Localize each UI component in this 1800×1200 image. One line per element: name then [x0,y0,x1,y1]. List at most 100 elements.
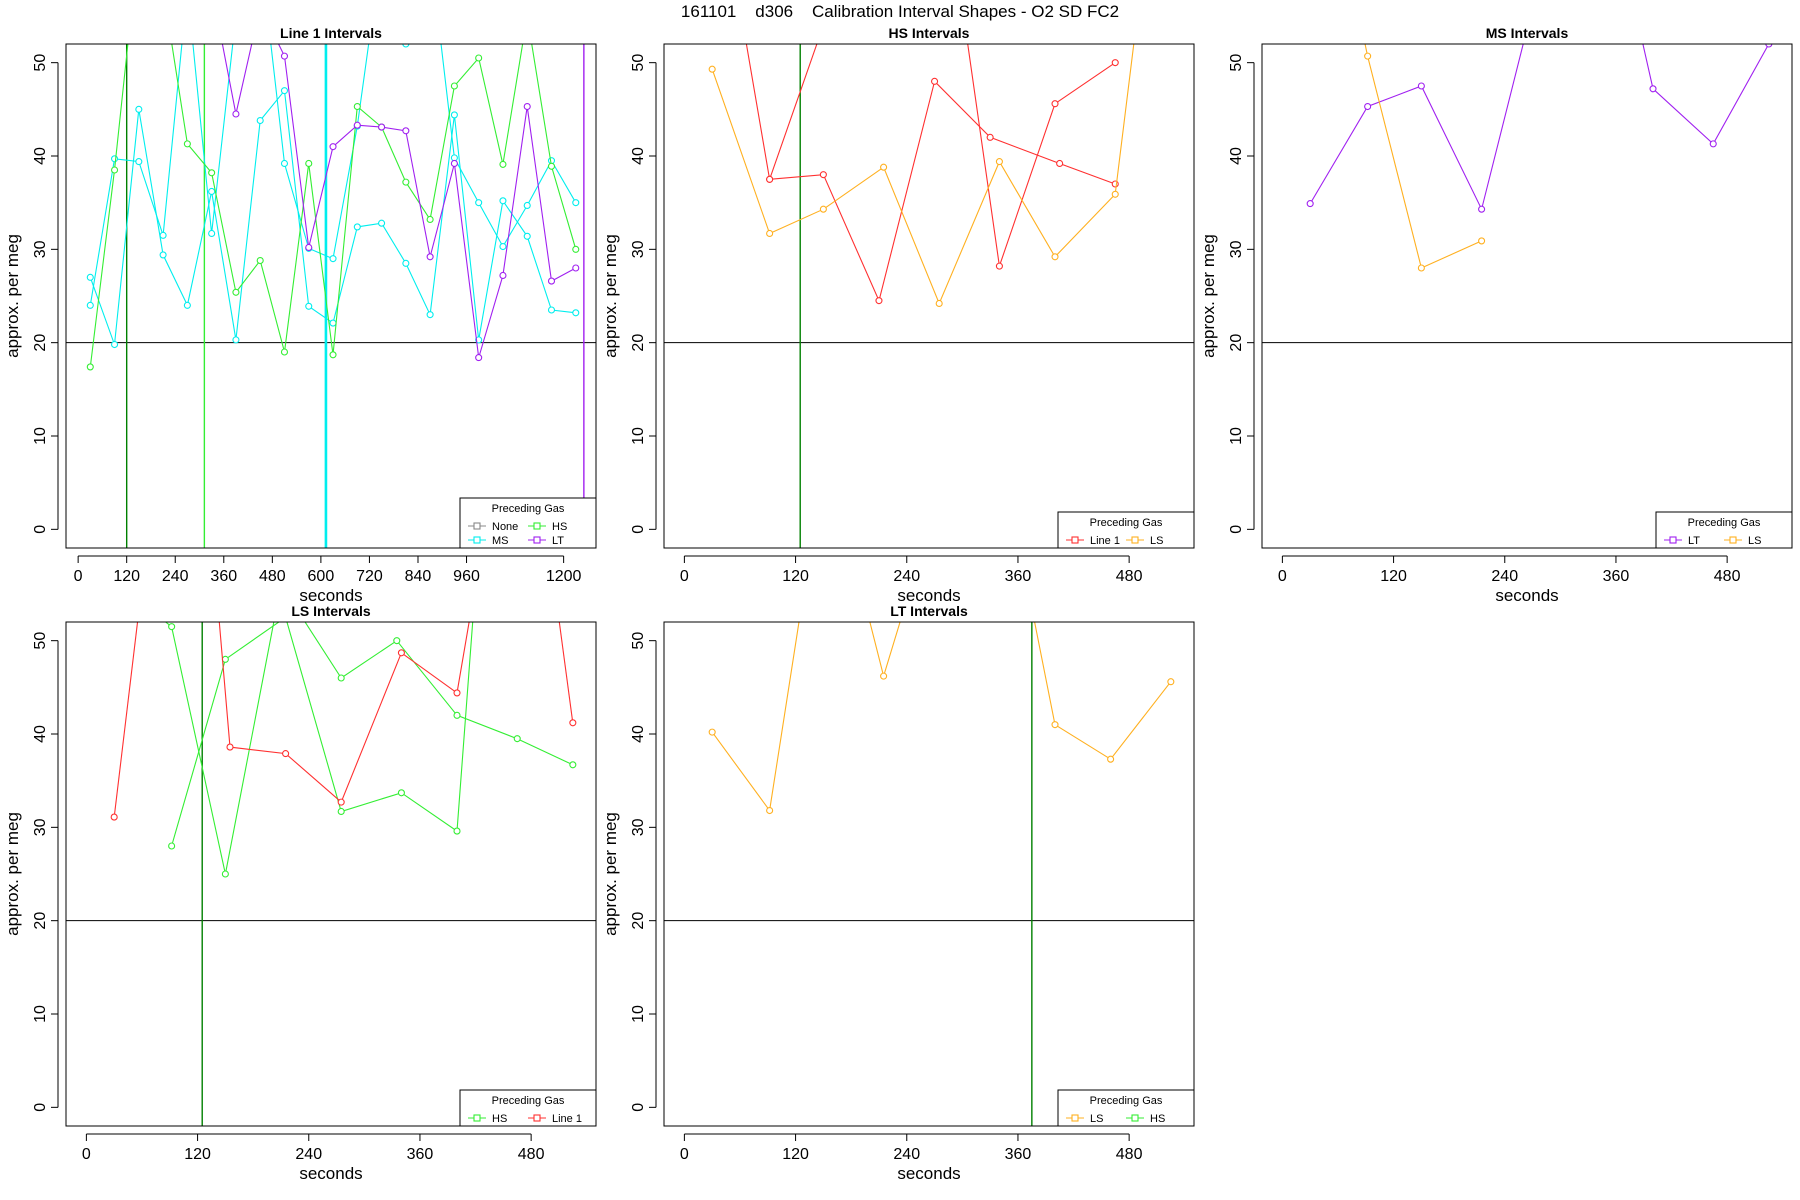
x-tick-label: 240 [162,568,189,585]
data-point [86,273,94,281]
legend-entry: MS [468,535,509,547]
data-point [766,806,774,815]
x-tick-label: 0 [680,1146,689,1163]
data-point [329,143,337,151]
legend-entry: LT [528,535,564,547]
x-tick-label: 360 [1005,568,1032,585]
data-point [183,301,191,309]
y-tick-label: 50 [1228,54,1245,72]
legend-marker [1131,1114,1139,1122]
y-tick-label: 40 [630,725,647,743]
y-tick-label: 40 [32,147,49,165]
data-point [232,110,240,118]
legend-title: Preceding Gas [492,1095,565,1107]
data-point [378,123,386,131]
legend: Preceding Gas Line 1 LS [1057,511,1195,549]
y-tick-label: 50 [32,632,49,650]
data-point [378,219,386,227]
data-point [572,199,580,207]
data-point [1056,159,1064,168]
y-tick-label: 10 [630,427,647,445]
data-point [232,336,240,344]
data-point [1051,253,1059,261]
series-line [164,622,574,875]
x-tick-label: 120 [184,1146,211,1163]
x-tick-label: 240 [295,1146,322,1163]
x-tick-label: 360 [1603,568,1630,585]
data-point [475,54,483,62]
y-tick-label: 50 [630,632,647,650]
legend-label: LS [1748,535,1761,547]
legend-title: Preceding Gas [1090,517,1163,529]
y-tick-label: 10 [32,427,49,445]
x-tick-label: 1200 [546,568,582,585]
legend-box [1655,511,1793,549]
data-point [875,297,883,305]
x-tick-label: 360 [1005,1146,1032,1163]
data-point [135,105,143,113]
series-line [711,622,800,812]
legend-entry: HS [1126,1113,1165,1125]
series-lt [1642,44,1773,148]
data-point [402,259,410,267]
legend-entry: LT [1664,535,1700,547]
x-axis-label: seconds [897,1164,960,1183]
data-point [569,761,577,769]
legend: Preceding Gas HS Line 1 [459,1089,597,1127]
x-tick-label: 480 [518,1146,545,1163]
legend-entry: HS [468,1113,507,1125]
legend-marker [1131,536,1139,544]
panel-lt: LT Intervals 0 120 240 360 480 seconds 0 10 20 30 4… [601,603,1195,1183]
data-point [393,637,401,645]
data-point [426,215,434,224]
x-axis: 0 120 240 360 480 [1278,555,1741,585]
data-point [453,689,461,697]
x-tick-label: 0 [74,568,83,585]
plot-area [1262,22,1792,344]
series-line [89,44,577,367]
x-axis: 0 120 240 360 480 600 720 840 960 1200 [74,555,582,585]
data-point [572,309,580,317]
data-point [110,155,119,163]
panel-ms: MS Intervals 0 120 240 360 480 seconds 0 10 20 30 4… [1199,22,1793,605]
data-point [305,159,313,168]
data-point [159,251,167,259]
plot-frame [65,621,597,1127]
x-axis: 0 120 240 360 480 [680,555,1143,585]
y-axis-label: approx. per meg [3,234,22,358]
data-point [221,655,229,663]
series-line-1 [110,622,139,821]
data-point [453,827,461,835]
series-line [769,80,1116,303]
y-tick-label: 0 [630,1103,647,1112]
series-line [1034,622,1172,760]
data-point [523,102,531,111]
x-tick-label: 240 [893,1146,920,1163]
y-tick-label: 50 [630,54,647,72]
legend: Preceding Gas None HS MS LT [459,497,597,549]
x-tick-label: 480 [259,568,286,585]
legend-marker [473,1114,481,1122]
legend-label: LT [1688,535,1700,547]
x-tick-label: 480 [1116,1146,1143,1163]
legend-label: LS [1150,535,1163,547]
data-point [168,623,176,631]
legend-marker [473,536,481,544]
data-point [959,4,965,10]
x-tick-label: 120 [782,568,809,585]
data-point [995,158,1003,166]
series-line-1 [959,4,1119,270]
data-point [221,870,229,878]
series-line [745,44,818,182]
data-point [208,169,216,177]
data-point [1107,755,1115,763]
y-tick-label: 30 [32,818,49,836]
data-point [329,319,337,327]
data-point [931,77,939,85]
series-line [967,44,1116,267]
data-point [1358,22,1364,28]
data-point [569,719,577,727]
y-tick-label: 20 [32,912,49,930]
data-point [935,299,943,308]
y-tick-label: 30 [630,240,647,258]
